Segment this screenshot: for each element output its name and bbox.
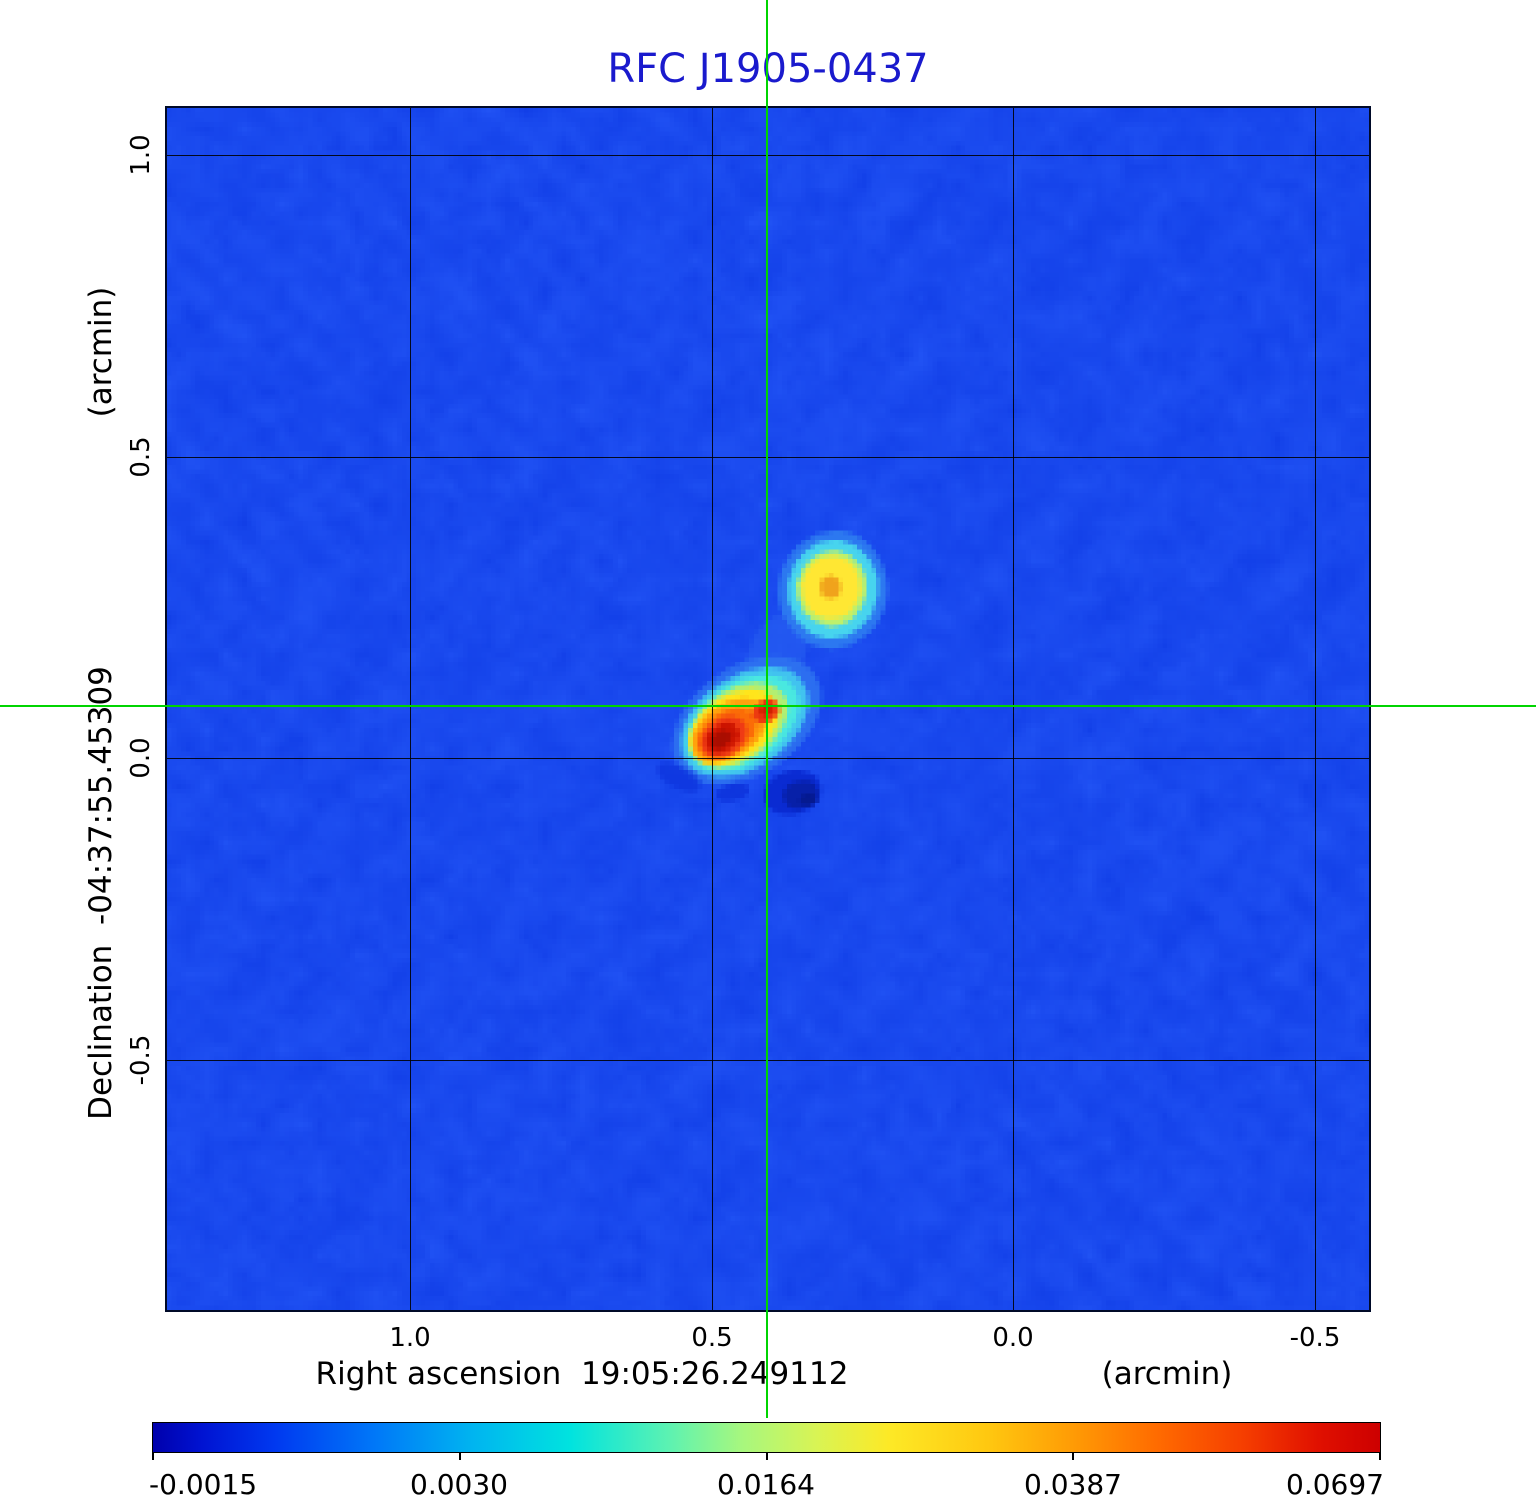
colorbar-tick-mark [152, 1452, 154, 1460]
colorbar-tick-label: 0.0164 [717, 1468, 815, 1501]
x-tick-label: 0.0 [992, 1323, 1034, 1353]
y-tick-label: 1.0 [126, 134, 156, 176]
colorbar-tick-mark [766, 1452, 768, 1460]
y-tick-label: 0.5 [126, 436, 156, 478]
colorbar-tick-mark [1072, 1452, 1074, 1460]
grid-line-vertical [1314, 108, 1316, 1310]
grid-line-horizontal [167, 1060, 1369, 1061]
chart-title: RFC J1905-0437 [607, 46, 929, 92]
grid-line-vertical [711, 108, 713, 1310]
colorbar-tick-label: 0.0030 [410, 1468, 508, 1501]
y-tick-label: 0.0 [126, 737, 156, 779]
grid-line-horizontal [167, 456, 1369, 458]
sky-map-canvas [167, 108, 1369, 1310]
grid-line-horizontal [167, 154, 1369, 156]
x-tick-label: 1.0 [389, 1323, 431, 1353]
colorbar-tick-mark [1379, 1452, 1381, 1460]
colorbar-gradient [152, 1422, 1381, 1453]
colorbar-tick-label: 0.0697 [1286, 1468, 1384, 1501]
grid-line-horizontal [167, 758, 1369, 760]
x-axis-unit-label: (arcmin) [1101, 1356, 1233, 1392]
y-tick-label: -0.5 [126, 1034, 156, 1086]
colorbar-tick-label: 0.0387 [1024, 1468, 1122, 1501]
colorbar-tick-label: -0.0015 [149, 1468, 258, 1501]
grid-line-vertical [409, 108, 411, 1310]
crosshair-vertical-line [766, 0, 768, 1418]
x-tick-label: 0.5 [691, 1323, 733, 1353]
sky-map-plot [165, 106, 1371, 1312]
y-axis-unit-label: (arcmin) [83, 286, 119, 418]
x-axis-title: Right ascension 19:05:26.249112 [315, 1356, 849, 1392]
crosshair-horizontal-line [0, 705, 1536, 707]
grid-line-vertical [1013, 108, 1015, 1310]
y-axis-title: Declination -04:37:55.45309 [83, 666, 119, 1120]
colorbar-tick-mark [459, 1452, 461, 1460]
x-tick-label: -0.5 [1289, 1323, 1341, 1353]
